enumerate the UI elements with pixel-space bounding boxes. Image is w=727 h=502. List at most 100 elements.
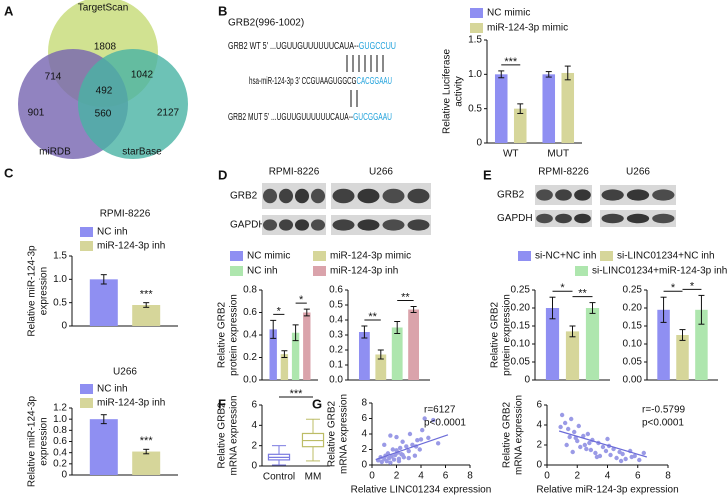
blot-band [310, 188, 326, 204]
blot-band [332, 188, 355, 204]
y-tick-label: 0.8 [243, 285, 257, 296]
bar [269, 329, 277, 380]
point [629, 454, 634, 460]
y-axis-label: Relative GRB2 [490, 301, 501, 368]
point [570, 449, 575, 455]
blot-band [601, 189, 624, 201]
point [573, 435, 578, 441]
sequence-line: GRB2 WT 5' ...UGUUGUUUUUUCAUA--GUGCCUU [228, 41, 396, 52]
point [565, 426, 571, 432]
significance-label: ** [578, 288, 587, 300]
x-tick-label: 2 [394, 471, 400, 482]
point [564, 442, 569, 448]
significance-label: *** [140, 289, 154, 301]
x-tick-label: 2 [574, 471, 580, 482]
annotation: r=6127 [424, 405, 456, 416]
point [562, 420, 568, 426]
point [388, 433, 393, 438]
x-tick-label: WT [503, 149, 519, 160]
trendline [558, 430, 647, 458]
y-tick-label: 0.0 [329, 375, 343, 386]
y-tick-label: 0 [524, 375, 530, 386]
blot-band [652, 189, 675, 201]
legend-label: miR-124-3p mimic [487, 23, 568, 34]
y-axis-label: expression [39, 267, 50, 315]
sequence-text: GRB2 MUT 5' ...UGUUGUUUUUUCAUA-- [228, 112, 353, 123]
blot-band [652, 213, 675, 224]
y-axis-label: mRNA expression [514, 395, 525, 475]
point [620, 451, 625, 457]
point [567, 434, 572, 440]
bar [408, 309, 420, 380]
blot-cell-line: RPMI-8226 [538, 167, 589, 178]
legend-label: miR-124-3p inh [330, 266, 398, 277]
significance-label: * [671, 282, 676, 294]
point [584, 446, 589, 452]
y-tick-label: 0 [361, 460, 367, 471]
point [576, 423, 581, 429]
point [618, 458, 624, 464]
legend-swatch [470, 23, 483, 33]
blot-band [407, 188, 430, 204]
legend-swatch [470, 8, 483, 18]
x-tick-label: MM [305, 472, 322, 483]
point [400, 439, 405, 444]
venn-set-label: miRDB [39, 147, 71, 158]
point [397, 445, 403, 451]
panel-letter: F [218, 396, 226, 411]
y-tick-label: 0.5 [329, 300, 343, 311]
y-tick-label: 0 [61, 470, 67, 481]
panel-letter: B [218, 3, 227, 18]
legend-label: NC inh [97, 384, 128, 395]
binding-site: CACGGAAU [356, 76, 392, 87]
panel-letter: D [218, 167, 227, 182]
y-axis-label: Relative miR-124-3p [27, 245, 38, 337]
blot-band [555, 213, 572, 224]
annotation: p<0.0001 [424, 418, 466, 429]
venn-count: 1042 [131, 70, 154, 81]
point [391, 457, 397, 462]
legend-swatch [80, 384, 93, 394]
y-tick-label: 0.2 [329, 345, 343, 356]
y-tick-label: 0.5 [468, 103, 482, 114]
significance-label: *** [140, 435, 154, 447]
point [384, 458, 389, 464]
annotation: r=-0.5799 [642, 405, 686, 416]
venn-count: 714 [45, 72, 62, 83]
point [406, 455, 411, 461]
y-axis-label: protein expression [229, 294, 240, 376]
y-tick-label: 1.0 [468, 69, 482, 80]
point [418, 437, 424, 442]
y-axis-label: mRNA expression [339, 394, 350, 474]
y-tick-label: 0.15 [511, 321, 531, 332]
point [420, 427, 425, 433]
legend-swatch [80, 227, 93, 237]
y-tick-label: 1.5 [53, 251, 67, 262]
y-tick-label: 0.4 [53, 447, 67, 458]
bar [657, 309, 670, 380]
y-tick-label: 0.25 [511, 285, 531, 296]
legend-label: si-NC+NC inh [535, 251, 596, 262]
y-tick-label: 1.5 [468, 35, 482, 46]
point [605, 436, 610, 442]
legend-label: NC mimic [487, 8, 530, 19]
blot-protein-label: GRB2 [230, 191, 258, 202]
blot-band [310, 219, 326, 231]
y-tick-label: 2 [536, 440, 542, 451]
point [390, 447, 396, 452]
chart-title: RPMI-8226 [100, 209, 151, 220]
point [415, 438, 420, 443]
binding-site: GUCGGAAU [353, 112, 392, 123]
y-tick-label: 0 [61, 321, 67, 332]
x-tick-label: 6 [635, 471, 641, 482]
panel-letter: C [4, 165, 14, 180]
sequence-line: GRB2 MUT 5' ...UGUUGUUUUUUCAUA--GUCGGAAU [228, 112, 392, 123]
significance-label: ** [368, 311, 377, 323]
y-axis-label: expression [39, 417, 50, 465]
legend-label: miR-124-3p inh [97, 241, 165, 252]
blot-cell-line: U266 [369, 167, 393, 178]
y-tick-label: 2 [361, 444, 367, 455]
venn-circle [78, 49, 188, 159]
y-tick-label: 0.5 [53, 297, 67, 308]
y-tick-label: 0.20 [623, 303, 643, 314]
